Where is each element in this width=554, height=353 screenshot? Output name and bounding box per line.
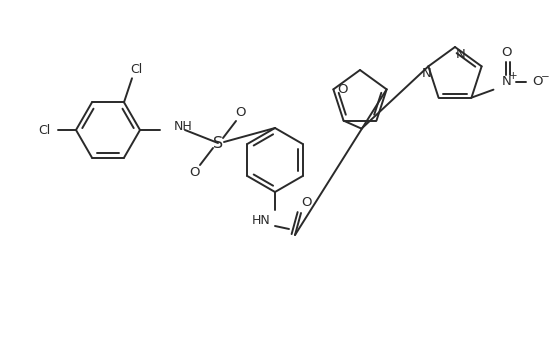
- Text: −: −: [541, 72, 550, 82]
- Text: N: N: [456, 48, 466, 60]
- Text: O: O: [190, 167, 200, 179]
- Text: N: N: [501, 75, 511, 88]
- Text: O: O: [337, 83, 347, 96]
- Text: S: S: [213, 136, 223, 150]
- Text: Cl: Cl: [130, 63, 142, 76]
- Text: +: +: [509, 71, 518, 80]
- Text: O: O: [501, 46, 512, 59]
- Text: HN: HN: [252, 214, 270, 227]
- Text: N: N: [422, 67, 431, 80]
- Text: Cl: Cl: [38, 124, 50, 137]
- Text: O: O: [236, 107, 246, 120]
- Text: O: O: [532, 75, 543, 88]
- Text: O: O: [301, 197, 311, 209]
- Text: NH: NH: [174, 120, 193, 132]
